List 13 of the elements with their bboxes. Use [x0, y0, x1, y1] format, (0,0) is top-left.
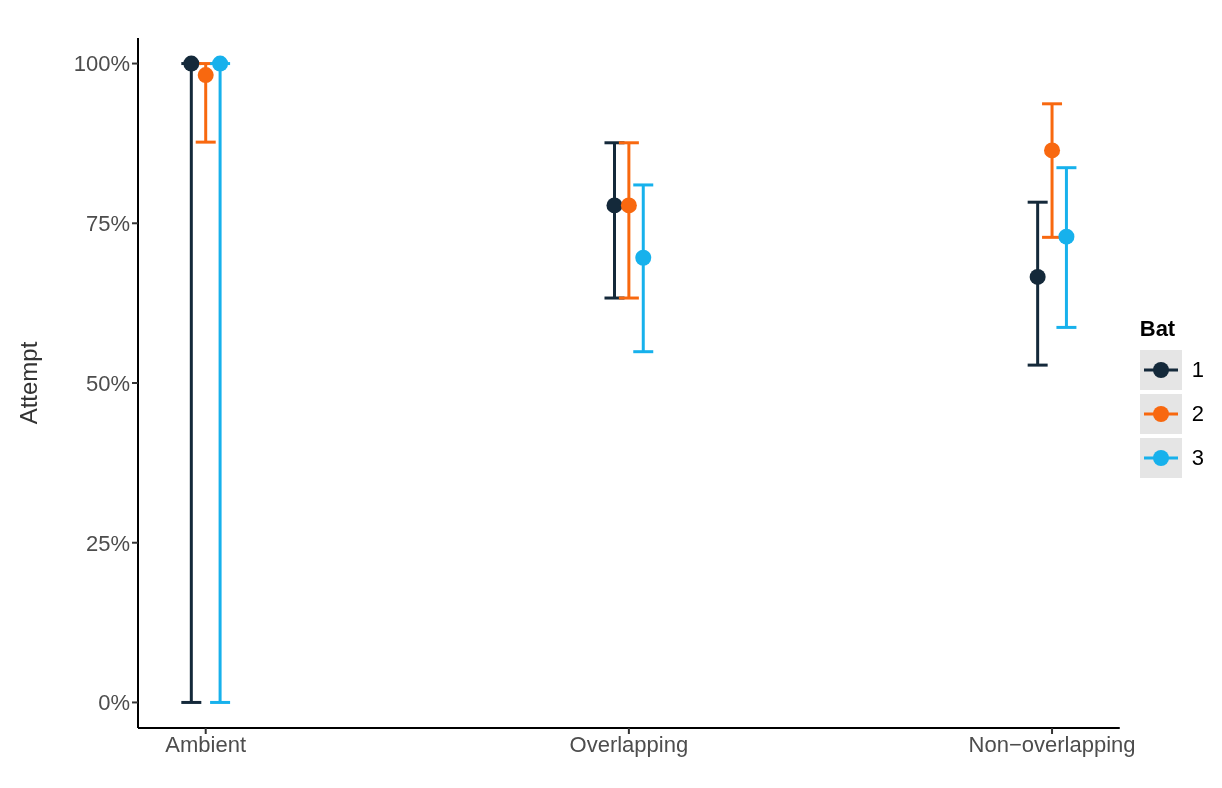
- y-tick-label: 25%: [85, 530, 130, 556]
- x-tick-label: Overlapping: [569, 731, 689, 757]
- legend-label: 1: [1191, 357, 1204, 383]
- legend-title: Bat: [1139, 316, 1177, 342]
- y-tick-label: 50%: [85, 370, 130, 396]
- y-tick-label: 75%: [85, 211, 130, 237]
- legend-label: 2: [1191, 401, 1204, 427]
- y-tick-label: 100%: [73, 51, 130, 77]
- legend-label: 3: [1191, 445, 1204, 471]
- y-axis-title: Attempt: [14, 341, 42, 425]
- x-tick-label: Ambient: [165, 731, 247, 757]
- y-tick-label: 0%: [98, 690, 130, 716]
- x-tick-label: Non−overlapping: [968, 731, 1136, 757]
